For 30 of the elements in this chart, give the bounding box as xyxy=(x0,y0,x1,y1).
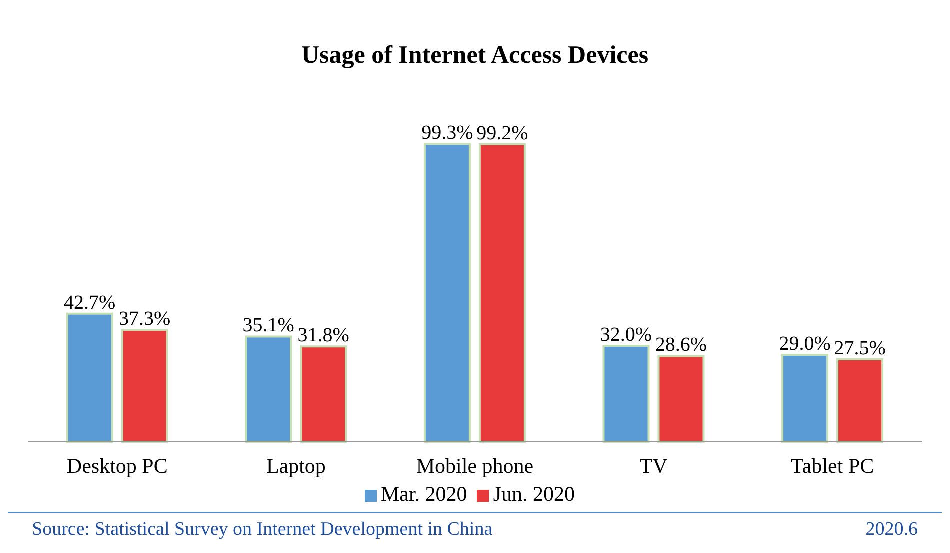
data-label: 29.0% xyxy=(779,333,831,355)
data-label: 37.3% xyxy=(119,308,171,330)
data-label: 31.8% xyxy=(298,324,350,347)
data-label: 32.0% xyxy=(600,324,652,346)
data-label: 28.6% xyxy=(655,334,708,356)
source-note: Source: Statistical Survey on Internet Development in China xyxy=(32,519,493,541)
bar xyxy=(121,329,168,443)
x-tick-label: Mobile phone xyxy=(416,454,534,478)
legend-label: Jun. 2020 xyxy=(493,482,575,506)
x-tick-label: Tablet PC xyxy=(791,454,874,478)
data-label: 27.5% xyxy=(834,338,886,360)
bar xyxy=(602,345,650,443)
bar xyxy=(478,143,526,443)
bar xyxy=(245,336,292,443)
bar xyxy=(782,354,829,443)
text: 2020.6 xyxy=(866,519,918,541)
chart-title: Usage of Internet Access Devices xyxy=(300,41,650,71)
data-label: 42.7% xyxy=(64,292,116,314)
data-label: 35.1% xyxy=(242,314,294,337)
bar xyxy=(424,143,471,443)
bar xyxy=(300,346,348,443)
data-label: 99.2% xyxy=(476,122,528,144)
legend-label: Mar. 2020 xyxy=(380,482,468,506)
bar xyxy=(836,358,884,443)
x-tick-label: Laptop xyxy=(266,454,326,478)
x-tick-label: TV xyxy=(640,454,668,478)
x-tick-label: Desktop PC xyxy=(66,454,168,478)
bar xyxy=(66,312,114,443)
data-label: 99.3% xyxy=(422,122,474,144)
bar xyxy=(658,355,705,443)
